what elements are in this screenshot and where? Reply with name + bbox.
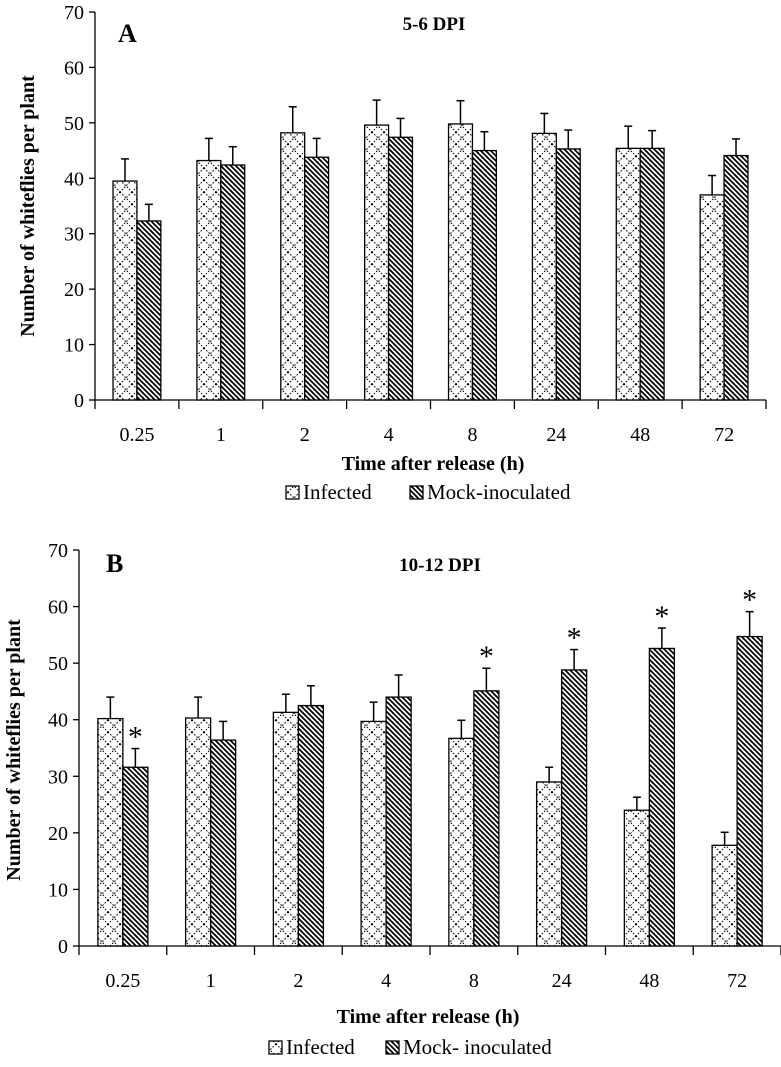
bar-mock-b: [209, 739, 237, 947]
bar-mock-a: [555, 148, 581, 401]
bar-infected-b: [535, 781, 563, 947]
legend-label-mock-a: Mock-inoculated: [427, 480, 571, 504]
y-tick-label: 30: [48, 766, 68, 788]
y-tick-label: 40: [48, 710, 68, 732]
panel-label-b: B: [106, 549, 123, 578]
x-tick-label: 0.25: [105, 970, 140, 992]
bar-mock-b: [736, 635, 763, 947]
bar-infected-b: [97, 717, 124, 947]
x-tick-label: 2: [293, 970, 303, 992]
bar-mock-a: [136, 220, 162, 401]
significance-star: *: [479, 640, 494, 673]
bar-infected-a: [196, 159, 222, 401]
bar-infected-b: [272, 711, 300, 947]
legend-swatch-mock-a: [409, 485, 424, 500]
legend-b: Infected Mock- inoculated: [268, 1035, 552, 1059]
x-tick-label: 8: [469, 970, 479, 992]
bar-mock-a: [723, 154, 749, 401]
bar-mock-b: [473, 690, 500, 947]
bar-infected-b: [360, 720, 387, 947]
y-tick-label: 10: [64, 335, 84, 357]
bar-infected-a: [699, 194, 725, 401]
x-tick-label: 24: [552, 970, 572, 992]
x-tick-label: 0.25: [119, 424, 154, 446]
x-tick-label: 72: [727, 970, 747, 992]
x-tick-label: 4: [381, 970, 391, 992]
legend-a: Infected Mock-inoculated: [285, 480, 571, 504]
chart-title-a: 5-6 DPI: [403, 14, 466, 35]
legend-swatch-infected-b: [268, 1040, 283, 1055]
x-tick-label: 1: [206, 970, 216, 992]
x-tick-label: 72: [714, 424, 734, 446]
legend-label-mock-b: Mock- inoculated: [403, 1035, 552, 1059]
legend-label-infected-a: Infected: [303, 480, 372, 504]
x-axis-label-a: Time after release (h): [342, 453, 525, 475]
x-tick-label: 48: [639, 970, 659, 992]
bar-mock-b: [560, 669, 588, 947]
chart-panel-b: B 10-12 DPI Number of whiteflies per pla…: [3, 540, 781, 1059]
bar-infected-a: [447, 123, 474, 401]
y-tick-label: 0: [74, 390, 84, 412]
bar-mock-a: [304, 156, 330, 401]
y-tick-label: 30: [64, 224, 84, 246]
y-tick-label: 60: [48, 597, 68, 619]
significance-star: *: [742, 584, 757, 617]
x-tick-label: 4: [384, 424, 394, 446]
bar-infected-b: [448, 737, 475, 947]
bar-mock-a: [639, 147, 665, 401]
bar-infected-b: [711, 844, 738, 947]
y-tick-label: 0: [58, 936, 68, 958]
bar-mock-b: [385, 696, 412, 947]
bar-mock-b: [122, 766, 149, 947]
x-tick-label: 8: [467, 424, 477, 446]
panel-label-a: A: [118, 19, 137, 48]
y-tick-label: 50: [48, 653, 68, 675]
x-tick-label: 24: [546, 424, 566, 446]
bar-infected-a: [615, 147, 641, 401]
x-tick-label: 48: [630, 424, 650, 446]
y-tick-label: 40: [64, 168, 84, 190]
chart-panel-a: A 5-6 DPI Number of whiteflies per plant…: [17, 2, 767, 504]
legend-label-infected-b: Infected: [286, 1035, 355, 1059]
bar-mock-a: [387, 136, 414, 401]
bar-infected-a: [280, 132, 306, 401]
bar-infected-a: [112, 180, 138, 401]
bar-mock-b: [648, 647, 676, 947]
x-tick-label: 1: [216, 424, 226, 446]
y-axis-label-a: Number of whiteflies per plant: [17, 75, 39, 337]
bar-infected-b: [184, 717, 212, 947]
bar-mock-a: [220, 164, 246, 401]
legend-swatch-infected-a: [285, 485, 300, 500]
significance-star: *: [654, 600, 669, 633]
significance-star: *: [567, 622, 582, 655]
bar-infected-b: [623, 809, 651, 947]
y-tick-label: 60: [64, 57, 84, 79]
bar-infected-a: [531, 132, 557, 401]
x-axis-label-b: Time after release (h): [337, 1006, 520, 1028]
bar-mock-b: [297, 704, 325, 947]
y-axis-label-b: Number of whiteflies per plant: [3, 619, 25, 881]
y-tick-label: 10: [48, 879, 68, 901]
y-tick-label: 20: [64, 279, 84, 301]
legend-swatch-mock-b: [385, 1040, 400, 1055]
x-tick-label: 2: [300, 424, 310, 446]
bar-infected-a: [364, 124, 390, 401]
chart-title-b: 10-12 DPI: [399, 555, 481, 576]
y-tick-label: 20: [48, 823, 68, 845]
bar-mock-a: [471, 149, 497, 401]
significance-star: *: [128, 721, 143, 754]
y-tick-label: 70: [64, 2, 84, 24]
y-tick-label: 50: [64, 113, 84, 135]
y-tick-label: 70: [48, 540, 68, 562]
